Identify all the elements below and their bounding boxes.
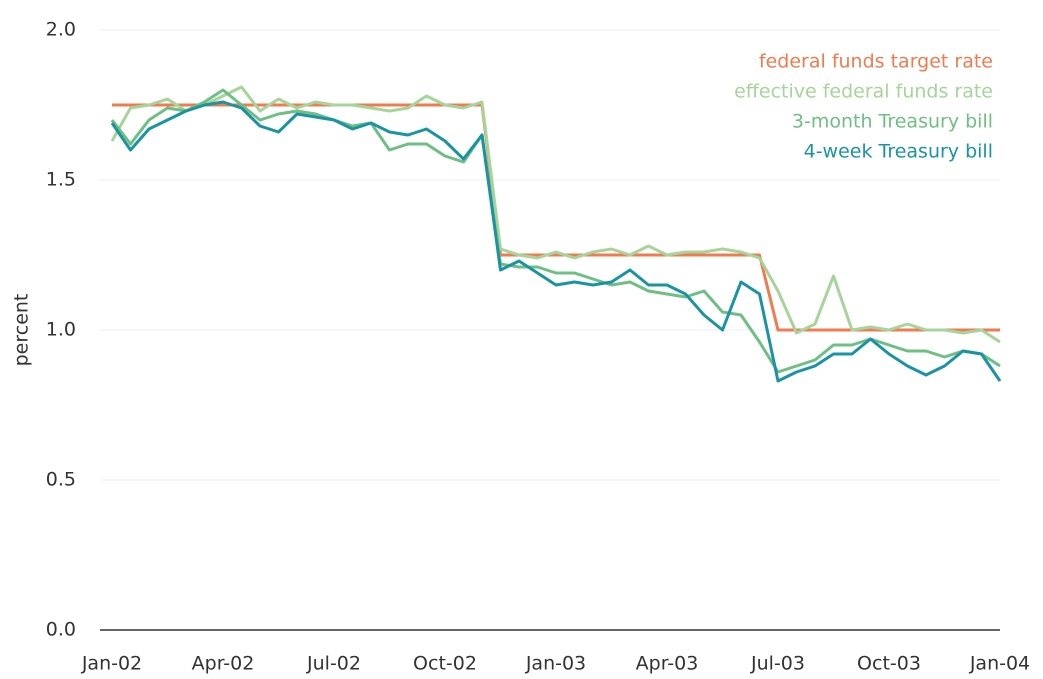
x-tick-label: Apr-02: [192, 653, 255, 675]
x-tick-label: Jan-02: [81, 653, 142, 675]
x-tick-label: Apr-03: [636, 653, 699, 675]
y-axis-label: percent: [11, 294, 33, 367]
series-line: [110, 85, 1001, 344]
y-tick-label: 1.5: [46, 169, 76, 191]
y-tick-label: 2.0: [46, 19, 76, 41]
series-line: [112, 103, 1000, 332]
series-line: [110, 88, 1001, 374]
y-tick-label: 1.0: [46, 319, 76, 341]
x-tick-label: Oct-02: [413, 653, 477, 675]
legend-entry: effective federal funds rate: [734, 81, 993, 103]
legend-entry: 4-week Treasury bill: [804, 141, 993, 163]
x-tick-label: Jan-04: [969, 653, 1030, 675]
series-line: [110, 100, 1002, 383]
legend-entry: federal funds target rate: [759, 51, 993, 73]
y-tick-label: 0.5: [46, 469, 76, 491]
x-tick-label: Jul-03: [750, 653, 805, 675]
x-tick-label: Jan-03: [525, 653, 586, 675]
y-tick-label: 0.0: [46, 619, 76, 641]
x-tick-label: Jul-02: [306, 653, 361, 675]
x-tick-label: Oct-03: [857, 653, 921, 675]
legend-entry: 3-month Treasury bill: [792, 111, 993, 133]
